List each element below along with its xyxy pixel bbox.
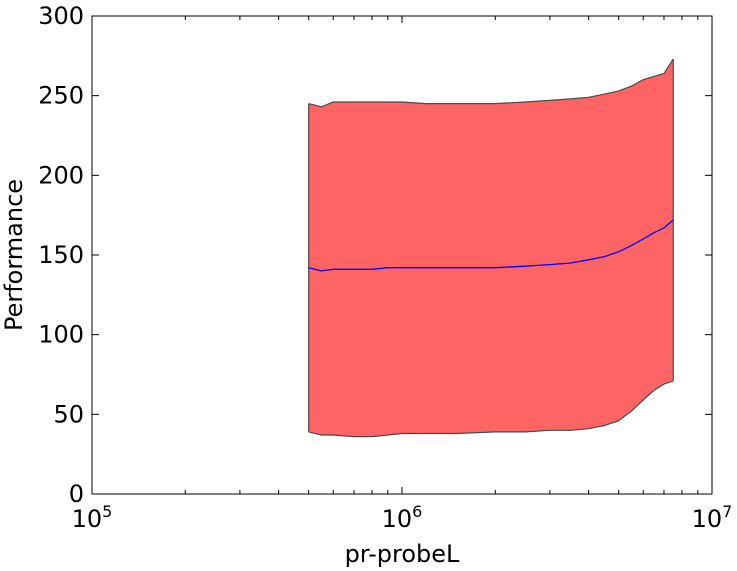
x-axis-label: pr-probeL [345, 540, 460, 568]
tick-labels-layer: 0 50 100 150 200 250 300 105 106 107 [38, 2, 732, 533]
y-tick-label: 0 [69, 480, 84, 508]
confidence-band [308, 59, 674, 437]
mean-line [308, 219, 674, 272]
y-tick-label: 50 [53, 400, 84, 428]
x-tick-label: 107 [692, 502, 733, 533]
mean-line-layer [308, 219, 674, 272]
y-tick-label: 200 [38, 161, 84, 189]
y-tick-label: 150 [38, 241, 84, 269]
y-tick-label: 300 [38, 2, 84, 30]
y-axis-label: Performance [0, 179, 28, 331]
x-tick-label: 106 [382, 502, 423, 533]
y-tick-label: 100 [38, 321, 84, 349]
band-upper-edge [308, 58, 674, 108]
y-tick-label: 250 [38, 82, 84, 110]
ticks-layer [91, 15, 713, 495]
band-layer [308, 58, 674, 438]
x-tick-label: 105 [72, 502, 113, 533]
band-lower-edge [308, 380, 674, 438]
